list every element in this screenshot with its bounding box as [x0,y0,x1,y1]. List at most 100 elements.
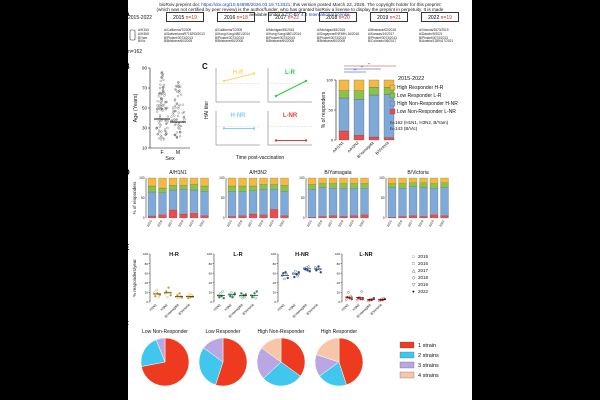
pie-title: High Responder [321,329,357,335]
age-point [170,115,173,118]
strain-year-tick: 2016 [316,219,323,227]
age-point [160,135,163,138]
pie-slice [338,337,364,386]
responders-point [178,292,181,295]
strain-year-bar-segment [339,188,348,217]
strain-year-tick-label: 50 [381,196,385,200]
strain-year-tick: 2017 [407,219,414,227]
strain-year-bar-segment [349,215,359,219]
age-point [175,102,178,105]
responders-point [317,265,320,268]
age-point [177,90,180,93]
year-legend-label: 2016 [418,261,429,266]
strain-year-bar-segment [238,191,247,216]
age-point [160,72,163,75]
age-point [160,93,163,96]
responders-point [316,267,319,270]
strain-year-bar-segment [259,214,268,219]
age-point [171,106,175,109]
responder-legend-label: Low Non-Responder L-NR [397,109,456,115]
responder-category-label: B/Victoria [374,140,390,156]
age-point [156,104,159,107]
responders-point [244,293,247,296]
responder-bar-segment [383,79,395,88]
responders-point [350,297,353,301]
hai-axis-title: HAI titer [204,101,210,119]
strain-year-tick: 2016 [236,219,243,227]
age-point [160,105,163,108]
pie-legend-label: 2 strains [418,353,439,359]
responders-point [155,288,158,292]
responder-category-label: A/H3N2 [346,140,360,154]
age-point [159,134,162,137]
age-point [177,126,180,130]
responders-group-title: H-NR [295,252,309,258]
responder-legend-label: Low Responder L-R [397,93,442,99]
age-point [158,106,161,109]
strain-year-bar-segment [179,185,188,190]
age-point [158,122,161,125]
age-point [160,119,163,122]
responders-point [219,292,222,295]
responder-bar-segment [353,99,365,136]
responder-bar-segment [368,79,380,88]
license-link[interactable]: CC-BY 4.0 International license [285,12,350,17]
age-tick-label: 70 [142,86,148,91]
strain-year-bar-segment [440,187,449,216]
responder-bar-segment [368,87,380,96]
responder-bar-segment [368,94,380,138]
strain-year-tick-label: 100 [379,176,385,180]
strain-year-bar-segment [189,189,199,214]
age-point [161,88,164,91]
strain-year-tick: 2015 [146,219,153,227]
responders-point [360,290,363,293]
age-point [172,109,175,112]
panel-label-c: C [202,62,208,71]
responders-point [319,271,322,274]
age-point [158,137,161,140]
strain-year-bar-segment [238,177,247,187]
age-point [155,127,158,130]
responders-point [157,296,160,299]
age-point [173,124,176,127]
strain-year-bar-segment [147,191,157,217]
strain-year-bar-segment [189,177,199,185]
responder-category-label: B/Yamagata [356,140,375,159]
strain-year-bar-segment [429,177,439,184]
total-n: n=162 [128,49,143,55]
strain-year-tick: 2017 [247,219,254,227]
strain-year-tick: 2018 [257,219,264,227]
pie-slice [280,337,306,377]
age-point [159,83,162,86]
strain-year-bar-segment [398,188,407,217]
strain-year-tick: 2022 [278,219,285,227]
strain-year-bar-segment [440,182,449,188]
age-point [173,114,176,117]
responder-bar-segment [353,79,365,91]
year-legend-label: 2018 [418,275,429,280]
age-point [163,104,166,107]
year-legend-marker: ◇ [412,275,416,280]
strain-year-bar-segment [318,187,327,217]
doi-link[interactable]: https://doi.org/10.64898/2026.03.19.7133… [201,2,291,7]
strain-year-title: A/H3N2 [249,170,267,176]
responders-point [180,296,183,299]
strain-year-bar-segment [238,185,247,192]
age-point [158,129,161,132]
strain-year-bar-segment [147,185,157,193]
strain-year-title: A/H1N1 [169,170,187,176]
age-point [160,101,163,105]
responders-tick-label: 60 [145,271,149,275]
responder-bar-segment [338,130,350,141]
age-point [177,124,180,127]
strain-year-tick-label: 0 [143,216,145,220]
age-point [166,106,169,109]
responders-group-title: H-R [169,252,179,258]
age-point [166,115,169,118]
responder-bar-segment [353,90,365,100]
year-range-label: 2015-2022 [128,15,152,21]
age-point [177,83,180,86]
responders-category-label: H3N2 [352,303,361,312]
age-tick-label: 30 [142,126,148,131]
responder-bar-segment [338,79,350,91]
